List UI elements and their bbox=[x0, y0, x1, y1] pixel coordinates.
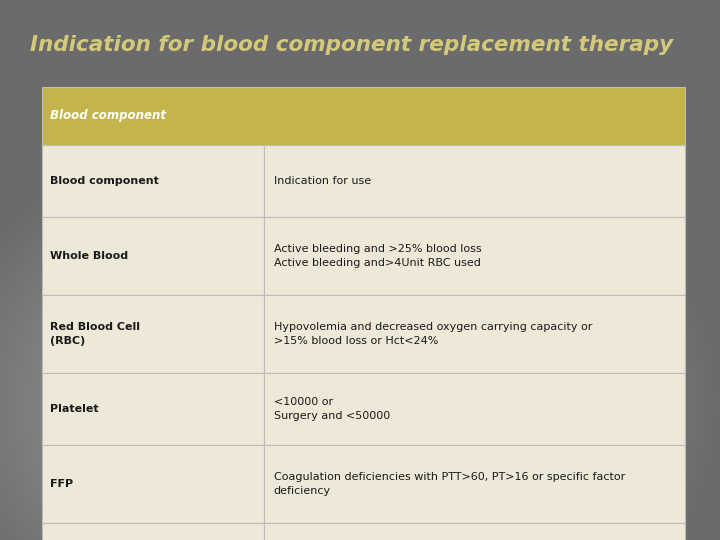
Bar bbox=[42, 373, 264, 445]
Text: FFP: FFP bbox=[50, 479, 73, 489]
Bar bbox=[42, 87, 685, 145]
Bar bbox=[264, 295, 685, 373]
Text: Coagulation deficiencies with PTT>60, PT>16 or specific factor
deficiency: Coagulation deficiencies with PTT>60, PT… bbox=[274, 472, 625, 496]
Bar bbox=[42, 217, 264, 295]
Bar bbox=[264, 145, 685, 217]
Text: Platelet: Platelet bbox=[50, 404, 99, 414]
Text: Blood component: Blood component bbox=[50, 176, 159, 186]
Bar bbox=[42, 445, 264, 523]
Bar bbox=[264, 445, 685, 523]
Text: <10000 or
Surgery and <50000: <10000 or Surgery and <50000 bbox=[274, 397, 390, 421]
Text: Red Blood Cell
(RBC): Red Blood Cell (RBC) bbox=[50, 322, 140, 346]
Text: Indication for use: Indication for use bbox=[274, 176, 371, 186]
Text: Indication for blood component replacement therapy: Indication for blood component replaceme… bbox=[30, 35, 673, 55]
Text: Blood component: Blood component bbox=[50, 110, 166, 123]
Bar bbox=[264, 373, 685, 445]
Bar bbox=[264, 217, 685, 295]
Bar bbox=[42, 523, 264, 540]
Text: Hypovolemia and decreased oxygen carrying capacity or
>15% blood loss or Hct<24%: Hypovolemia and decreased oxygen carryin… bbox=[274, 322, 593, 346]
Bar bbox=[42, 145, 264, 217]
Text: Active bleeding and >25% blood loss
Active bleeding and>4Unit RBC used: Active bleeding and >25% blood loss Acti… bbox=[274, 245, 482, 268]
Text: Whole Blood: Whole Blood bbox=[50, 251, 128, 261]
Bar bbox=[264, 523, 685, 540]
Bar bbox=[42, 295, 264, 373]
